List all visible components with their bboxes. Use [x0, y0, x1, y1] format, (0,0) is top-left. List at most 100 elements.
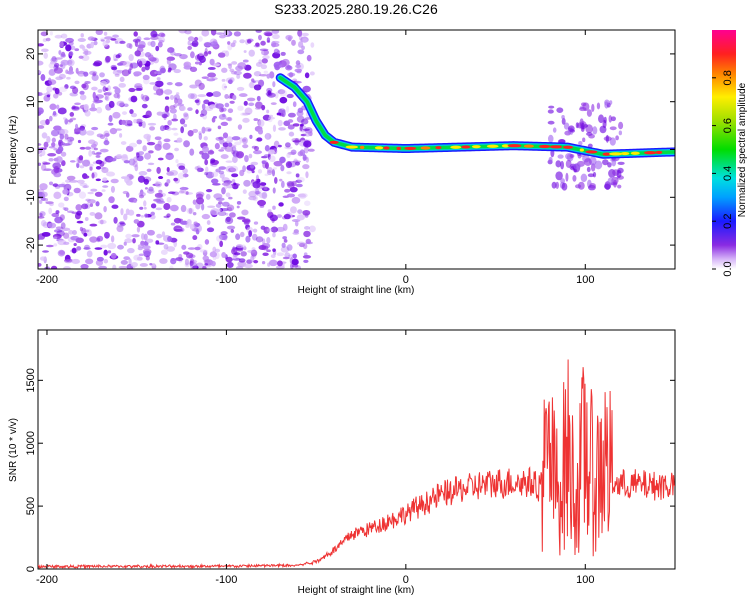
spectrogram-noise-blob: [167, 69, 172, 73]
spectrogram-noise-blob: [67, 139, 73, 146]
spectrogram-noise-blob: [87, 191, 94, 195]
spectrogram-noise-blob: [49, 103, 57, 110]
spectrogram-noise-blob: [53, 147, 58, 151]
spectrogram-y-tick-label: 0: [25, 146, 37, 152]
spectrogram-noise-blob: [270, 254, 276, 259]
spectrogram-noise-blob: [295, 179, 303, 183]
spectrogram-noise-blob: [74, 127, 81, 135]
spectrogram-noise-blob: [203, 259, 211, 263]
spectrogram-noise-blob: [287, 112, 296, 118]
spectrogram-noise-blob: [603, 116, 607, 124]
spectrogram-noise-blob: [68, 230, 74, 235]
spectrogram-noise-blob: [142, 145, 147, 152]
spectrogram-noise-blob: [38, 60, 44, 66]
spectrogram-noise-blob: [557, 154, 564, 159]
spectrogram-noise-blob: [220, 154, 229, 159]
spectrogram-noise-blob: [96, 235, 104, 242]
spectrogram-noise-blob: [66, 70, 75, 75]
spectrogram-noise-blob: [55, 226, 63, 230]
spectrogram-noise-blob: [203, 42, 212, 48]
spectrogram-noise-blob: [178, 190, 185, 194]
spectrogram-noise-blob: [96, 237, 101, 243]
signal-peak-blob: [562, 145, 574, 149]
spectrogram-noise-blob: [158, 189, 163, 194]
spectrogram-noise-blob: [198, 82, 205, 90]
spectrogram-noise-blob: [285, 105, 290, 113]
spectrogram-noise-blob: [92, 62, 101, 67]
spectrogram-noise-blob: [121, 69, 130, 77]
spectrogram-noise-blob: [67, 210, 75, 213]
spectrogram-noise-blob: [198, 132, 203, 141]
spectrogram-noise-blob: [204, 171, 208, 176]
spectrogram-noise-blob: [145, 96, 150, 102]
spectrogram-noise-blob: [173, 113, 177, 121]
spectrogram-noise-blob: [240, 244, 246, 249]
spectrogram-noise-blob: [199, 249, 208, 253]
spectrogram-noise-blob: [49, 181, 54, 186]
spectrogram-noise-blob: [93, 147, 98, 151]
spectrogram-noise-blob: [79, 128, 87, 136]
spectrogram-noise-blob: [283, 239, 288, 243]
spectrogram-x-tick-label: -200: [36, 274, 58, 286]
spectrogram-noise-blob: [69, 160, 76, 163]
spectrogram-noise-blob: [133, 71, 142, 76]
spectrogram-noise-blob: [303, 252, 308, 256]
spectrogram-noise-blob: [243, 218, 251, 224]
spectrogram-noise-blob: [167, 120, 172, 126]
spectrogram-noise-blob: [243, 179, 251, 187]
spectrogram-noise-blob: [221, 83, 227, 91]
spectrogram-noise-blob: [83, 103, 89, 111]
spectrogram-noise-blob: [282, 236, 288, 240]
spectrogram-noise-blob: [142, 74, 150, 81]
spectrogram-noise-blob: [74, 80, 80, 85]
spectrogram-noise-blob: [226, 261, 234, 269]
spectrogram-noise-blob: [164, 105, 170, 113]
spectrogram-noise-blob: [112, 34, 119, 38]
spectrogram-noise-blob: [305, 171, 309, 179]
spectrogram-noise-blob: [206, 227, 215, 233]
spectrogram-noise-blob: [58, 202, 65, 208]
spectrogram-noise-blob: [210, 158, 216, 164]
spectrogram-noise-blob: [126, 43, 132, 49]
spectrogram-noise-blob: [47, 153, 57, 157]
spectrogram-noise-blob: [43, 197, 49, 202]
spectrogram-noise-blob: [178, 30, 188, 34]
spectrogram-noise-blob: [269, 155, 276, 163]
spectrogram-noise-blob: [169, 170, 179, 176]
spectrogram-noise-blob: [197, 94, 207, 98]
spectrogram-noise-blob: [163, 138, 171, 143]
spectrogram-noise-blob: [90, 143, 97, 148]
spectrogram-x-ticks: -200 -100 0 100: [36, 30, 594, 286]
spectrogram-noise-blob: [138, 60, 143, 68]
spectrogram-noise-blob: [91, 126, 99, 131]
spectrogram-noise-blob: [53, 229, 63, 233]
spectrogram-noise-blob: [547, 120, 555, 125]
signal-peak-blob: [620, 151, 630, 156]
spectrogram-noise-blob: [189, 84, 198, 89]
spectrogram-noise-blob: [128, 158, 136, 166]
spectrogram-noise-blob: [221, 78, 226, 82]
spectrogram-noise-blob: [296, 241, 306, 246]
spectrogram-noise-blob: [53, 93, 59, 99]
spectrogram-noise-blob: [232, 156, 238, 164]
spectrogram-noise-blob: [99, 148, 109, 153]
spectrogram-noise-blob: [208, 50, 212, 55]
spectrogram-noise-blob: [72, 86, 79, 94]
spectrogram-noise-blob: [187, 40, 191, 46]
spectrogram-noise-blob: [302, 128, 310, 131]
spectrogram-noise-blob: [560, 160, 565, 170]
spectrogram-noise-blob: [43, 168, 52, 172]
spectrogram-noise-blob: [133, 254, 141, 261]
spectrogram-noise-blob: [300, 36, 309, 43]
spectrogram-noise-blob: [236, 205, 240, 209]
spectrogram-noise-blob: [192, 211, 197, 216]
spectrogram-noise-blob: [166, 171, 175, 176]
spectrogram-noise-blob: [241, 138, 247, 142]
spectrogram-noise-blob: [166, 196, 172, 203]
spectrogram-noise-blob: [227, 41, 231, 45]
spectrogram-noise-blob: [221, 187, 226, 195]
spectrogram-noise-blob: [224, 50, 230, 57]
spectrogram-x-label: Height of straight line (km): [298, 285, 415, 296]
spectrogram-noise-blob: [58, 250, 65, 255]
spectrogram-noise-blob: [270, 102, 277, 105]
